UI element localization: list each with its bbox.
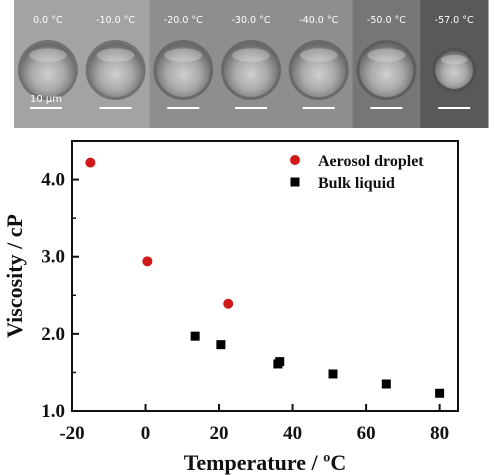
data-points bbox=[85, 158, 444, 398]
aerosol-droplet-point bbox=[85, 158, 95, 168]
temperature-label: -30.0 °C bbox=[232, 15, 271, 26]
bulk-liquid-point bbox=[382, 380, 391, 389]
legend-marker-bulk bbox=[291, 178, 300, 187]
droplet-highlight bbox=[97, 48, 135, 62]
temperature-label: -40.0 °C bbox=[299, 15, 338, 26]
aerosol-droplet-point bbox=[223, 299, 233, 309]
y-tick-label: 2.0 bbox=[41, 324, 65, 345]
x-tick-label: -20 bbox=[59, 423, 84, 444]
droplet-micrograph-strip: 0.0 °C -10.0 °C -20.0 °C -30.0 °C -40.0 °C -5… bbox=[14, 0, 489, 128]
temperature-label: -20.0 °C bbox=[164, 15, 203, 26]
legend-label-aerosol: Aerosol droplet bbox=[318, 153, 424, 170]
y-axis-ticks: 1.0 2.0 3.0 4.0 bbox=[41, 170, 79, 422]
droplet-highlight bbox=[164, 48, 202, 62]
bulk-liquid-point bbox=[435, 389, 444, 398]
legend: Aerosol droplet Bulk liquid bbox=[290, 153, 424, 192]
y-tick-label: 3.0 bbox=[41, 247, 65, 268]
y-tick-label: 1.0 bbox=[41, 401, 65, 422]
x-axis-title: Temperature / ºC bbox=[184, 450, 346, 475]
droplet-highlight bbox=[368, 48, 406, 62]
droplet-highlight bbox=[441, 55, 468, 65]
x-tick-label: 60 bbox=[357, 423, 376, 444]
y-tick-label: 4.0 bbox=[41, 170, 65, 191]
x-tick-label: 80 bbox=[430, 423, 449, 444]
legend-marker-aerosol bbox=[290, 155, 300, 165]
plot-frame bbox=[72, 141, 458, 411]
legend-label-bulk: Bulk liquid bbox=[318, 175, 395, 192]
droplet-highlight bbox=[29, 48, 67, 62]
temperature-label: -50.0 °C bbox=[367, 15, 406, 26]
temperature-label: -10.0 °C bbox=[96, 15, 135, 26]
x-tick-label: 0 bbox=[141, 423, 151, 444]
y-axis-title: Viscosity / cP bbox=[2, 214, 27, 338]
bulk-liquid-point bbox=[216, 340, 225, 349]
x-tick-label: 20 bbox=[210, 423, 229, 444]
scale-bar-label: 10 µm bbox=[30, 94, 62, 105]
temperature-label: -57.0 °C bbox=[435, 15, 474, 26]
bulk-liquid-point bbox=[275, 357, 284, 366]
aerosol-droplet-point bbox=[142, 256, 152, 266]
bulk-liquid-point bbox=[191, 332, 200, 341]
droplet-highlight bbox=[300, 48, 338, 62]
bulk-liquid-point bbox=[329, 369, 338, 378]
temperature-label: 0.0 °C bbox=[33, 15, 63, 26]
droplet-highlight bbox=[232, 48, 270, 62]
viscosity-chart: -20 0 20 40 60 80 1.0 2.0 3.0 4.0 Aerosol drople… bbox=[2, 141, 458, 475]
x-tick-label: 40 bbox=[283, 423, 302, 444]
